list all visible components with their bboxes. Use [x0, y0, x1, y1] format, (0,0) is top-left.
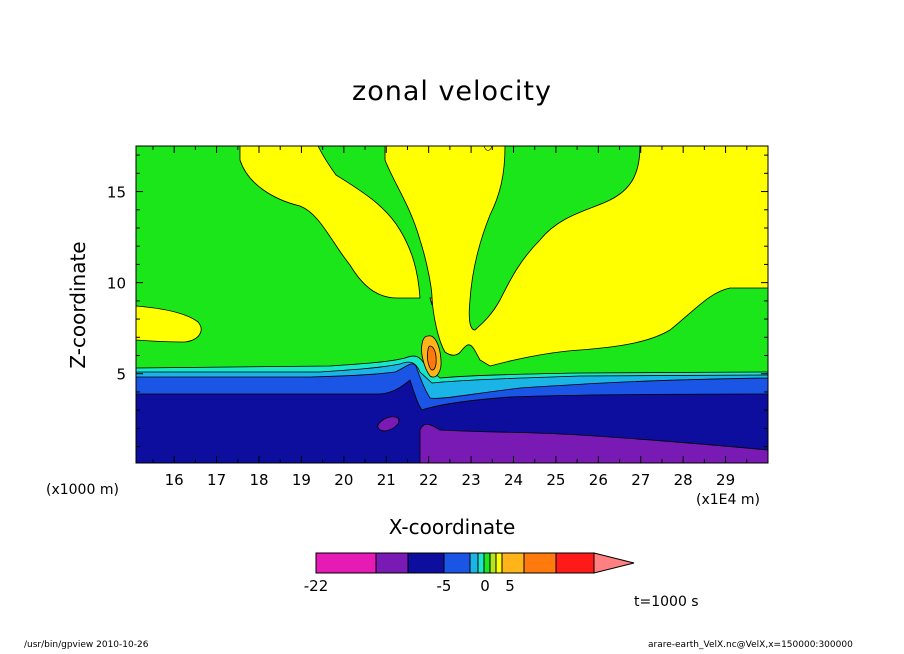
colorbar-segment	[469, 552, 479, 574]
x-ticks: 16 17 18 19 20 21 22 23 24 25 26 27 28 29	[152, 146, 769, 489]
x-unit-left: (x1000 m)	[46, 482, 119, 498]
colorbar-segment	[489, 552, 497, 574]
contour-purple-region	[419, 423, 768, 463]
y-tick-label: 10	[107, 275, 126, 293]
x-tick-label: 27	[631, 471, 650, 489]
x-tick-label: 23	[462, 471, 481, 489]
colorbar-tick-label: 5	[505, 577, 515, 595]
colorbar-tick-label: -5	[437, 577, 452, 595]
contour-max-orange	[427, 345, 437, 371]
contour-yellow-upper	[239, 146, 421, 299]
contour-field	[136, 146, 768, 463]
x-unit-right: (x1E4 m)	[696, 492, 760, 508]
colorbar-tick-label: -22	[304, 577, 329, 595]
x-tick-label: 22	[419, 471, 438, 489]
colorbar-arrow	[593, 552, 635, 574]
x-tick-label: 19	[292, 471, 311, 489]
x-tick-label: 29	[716, 471, 735, 489]
colorbar-segment	[501, 552, 525, 574]
colorbar-segment	[555, 552, 595, 574]
x-tick-label: 26	[589, 471, 608, 489]
colorbar-segment	[443, 552, 471, 574]
colorbar-tick-label: 0	[480, 577, 490, 595]
contour-yellow-left	[136, 305, 202, 343]
x-tick-label: 17	[207, 471, 226, 489]
colorbar-segment	[523, 552, 557, 574]
x-tick-label: 16	[165, 471, 184, 489]
colorbar-segment	[315, 552, 377, 574]
contour-yellow-mid	[429, 297, 433, 306]
colorbar-segment	[407, 552, 445, 574]
chart-title: zonal velocity	[352, 76, 552, 107]
x-tick-label: 20	[334, 471, 353, 489]
colorbar-segment	[495, 552, 503, 574]
footer-right: arare-earth_VelX.nc@VelX,x=150000:300000	[648, 640, 853, 650]
time-label: t=1000 s	[634, 594, 699, 610]
x-axis-label: X-coordinate	[388, 515, 516, 539]
colorbar-segment	[483, 552, 491, 574]
colorbar: -22 -5 0 5	[304, 552, 635, 595]
x-tick-label: 28	[674, 471, 693, 489]
y-tick-label: 5	[116, 366, 126, 384]
plot-frame	[135, 145, 769, 464]
x-tick-label: 24	[504, 471, 523, 489]
x-tick-label: 18	[249, 471, 268, 489]
colorbar-segment	[375, 552, 409, 574]
contour-yellow-right	[384, 146, 768, 367]
x-tick-label: 25	[546, 471, 565, 489]
colorbar-segment	[477, 552, 485, 574]
y-ticks: 5 10 15	[107, 154, 768, 448]
x-tick-label: 21	[377, 471, 396, 489]
contour-purple-blob	[377, 416, 400, 432]
footer-left: /usr/bin/gpview 2010-10-26	[24, 640, 149, 650]
y-tick-label: 15	[107, 184, 126, 202]
